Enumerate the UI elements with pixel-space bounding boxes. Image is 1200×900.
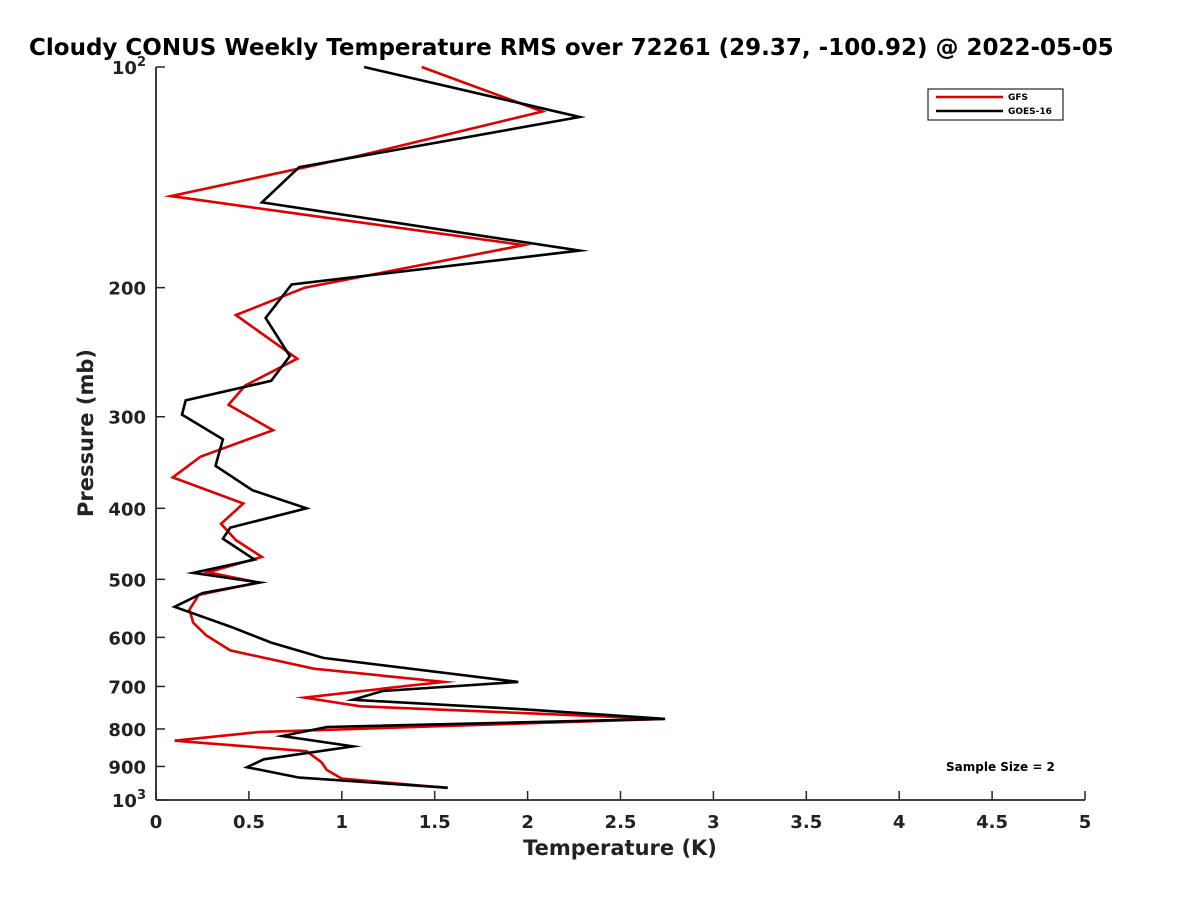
x-tick-label: 2 bbox=[521, 812, 534, 833]
y-axis-ticks: 102 200 300 400 500 600 700 800 900 103 bbox=[108, 55, 165, 812]
series-line-goes-16 bbox=[171, 65, 666, 789]
legend-box bbox=[927, 88, 1064, 121]
x-tick-label: 3 bbox=[707, 812, 720, 833]
y-tick-label: 800 bbox=[108, 720, 146, 741]
y-tick-label: 900 bbox=[108, 757, 146, 778]
x-axis-ticks: 0 0.5 1 1.5 2 2.5 3 3.5 4 4.5 5 bbox=[150, 791, 1092, 833]
chart-title: Cloudy CONUS Weekly Temperature RMS over… bbox=[29, 35, 1114, 61]
legend: GFS GOES-16 bbox=[927, 88, 1064, 121]
x-tick-label: 0.5 bbox=[233, 812, 265, 833]
x-tick-label: 3.5 bbox=[790, 812, 822, 833]
y-axis-label: Pressure (mb) bbox=[74, 349, 98, 517]
y-tick-label: 700 bbox=[108, 677, 146, 698]
legend-label-gfs: GFS bbox=[1008, 93, 1028, 103]
y-tick-label: 400 bbox=[108, 499, 146, 520]
y-tick-label: 500 bbox=[108, 570, 146, 591]
x-tick-label: 2.5 bbox=[605, 812, 637, 833]
x-tick-label: 1.5 bbox=[419, 812, 451, 833]
x-tick-label: 4 bbox=[893, 812, 906, 833]
x-axis-label: Temperature (K) bbox=[523, 836, 717, 860]
y-tick-label: 300 bbox=[108, 408, 146, 429]
x-tick-label: 1 bbox=[336, 812, 349, 833]
y-tick-label: 200 bbox=[108, 279, 146, 300]
sample-size-annotation: Sample Size = 2 bbox=[946, 760, 1055, 774]
y-tick-label: 102 bbox=[112, 55, 146, 79]
y-tick-label: 600 bbox=[108, 628, 146, 649]
plot-lines bbox=[163, 65, 666, 790]
y-tick-label: 103 bbox=[112, 788, 146, 812]
series-line-gfs bbox=[163, 65, 664, 790]
x-tick-label: 5 bbox=[1079, 812, 1092, 833]
x-tick-label: 4.5 bbox=[976, 812, 1008, 833]
legend-label-goes-16: GOES-16 bbox=[1008, 107, 1052, 117]
x-tick-label: 0 bbox=[150, 812, 163, 833]
